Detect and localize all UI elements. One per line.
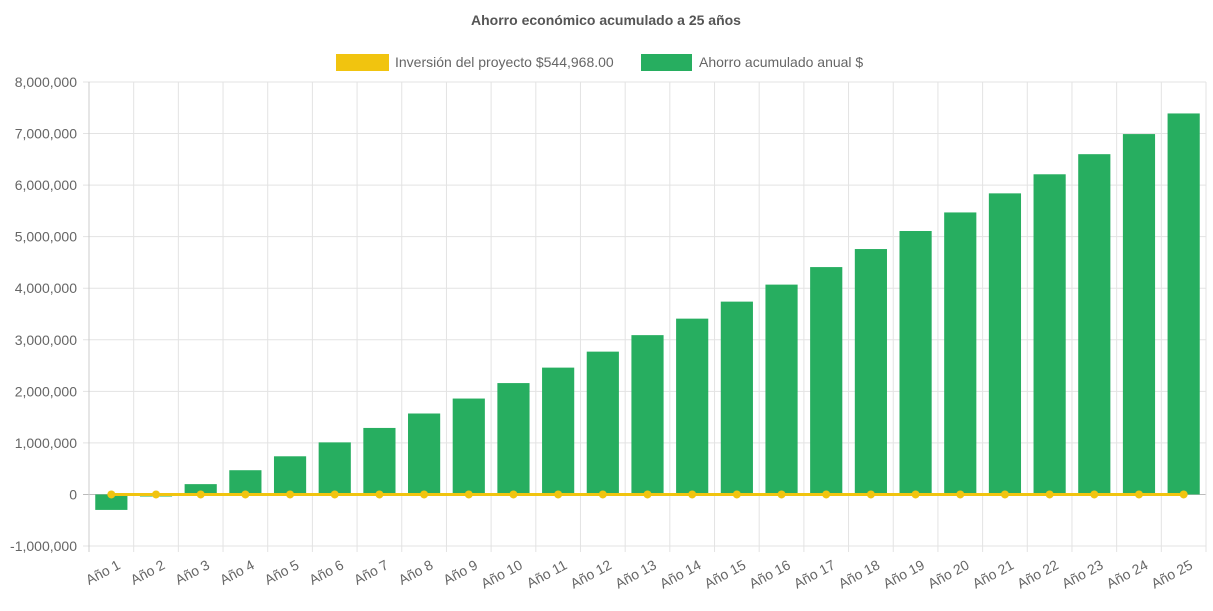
- investment-point-7[interactable]: [375, 490, 384, 499]
- x-tick-label: Año 15: [702, 556, 749, 591]
- bar-ahorro-1[interactable]: [95, 494, 128, 510]
- investment-point-17[interactable]: [822, 490, 831, 499]
- investment-point-8[interactable]: [420, 490, 429, 499]
- y-tick-label: 8,000,000: [15, 74, 77, 90]
- x-tick-label: Año 24: [1104, 556, 1151, 591]
- x-tick-label: Año 11: [524, 556, 570, 591]
- investment-point-15[interactable]: [732, 490, 741, 499]
- investment-point-20[interactable]: [956, 490, 965, 499]
- x-tick-label: Año 25: [1148, 556, 1195, 591]
- bar-ahorro-4[interactable]: [229, 470, 262, 495]
- legend-swatch-savings: [641, 54, 692, 71]
- x-tick-label: Año 8: [396, 556, 436, 587]
- investment-point-11[interactable]: [554, 490, 563, 499]
- bar-ahorro-8[interactable]: [408, 413, 441, 495]
- legend-label-investment: Inversión del proyecto $544,968.00: [395, 54, 614, 70]
- investment-point-22[interactable]: [1045, 490, 1054, 499]
- bar-ahorro-6[interactable]: [318, 442, 351, 495]
- x-tick-label: Año 20: [925, 556, 972, 591]
- bar-ahorro-21[interactable]: [988, 193, 1022, 495]
- bar-ahorro-15[interactable]: [720, 301, 753, 495]
- investment-point-4[interactable]: [241, 490, 250, 499]
- x-tick-label: Año 17: [791, 556, 838, 591]
- bar-ahorro-13[interactable]: [631, 335, 664, 495]
- bar-ahorro-12[interactable]: [586, 351, 619, 495]
- x-tick-label: Año 9: [440, 556, 480, 587]
- x-tick-label: Año 12: [568, 556, 615, 591]
- bar-ahorro-16[interactable]: [765, 284, 798, 495]
- x-tick-label: Año 10: [478, 556, 525, 591]
- bar-ahorro-10[interactable]: [497, 383, 530, 495]
- x-tick-label: Año 3: [172, 556, 212, 587]
- bar-ahorro-9[interactable]: [452, 398, 485, 495]
- x-tick-label: Año 7: [351, 556, 391, 587]
- x-tick-label: Año 19: [880, 556, 927, 591]
- x-tick-label: Año 2: [128, 556, 168, 587]
- y-tick-label: 4,000,000: [15, 280, 77, 296]
- legend-item-investment[interactable]: Inversión del proyecto $544,968.00: [336, 54, 614, 71]
- bar-ahorro-5[interactable]: [273, 456, 307, 495]
- bar-ahorro-11[interactable]: [542, 367, 575, 495]
- bar-ahorro-14[interactable]: [676, 318, 709, 495]
- investment-point-18[interactable]: [866, 490, 875, 499]
- investment-point-24[interactable]: [1134, 490, 1143, 499]
- y-tick-label: 2,000,000: [15, 383, 77, 399]
- bar-ahorro-25[interactable]: [1167, 113, 1200, 495]
- y-tick-label: 1,000,000: [15, 435, 77, 451]
- bar-ahorro-22[interactable]: [1033, 174, 1066, 495]
- x-tick-label: Año 22: [1014, 556, 1061, 591]
- bar-ahorro-18[interactable]: [854, 249, 887, 495]
- y-tick-label: 0: [69, 486, 77, 502]
- investment-point-21[interactable]: [1000, 490, 1009, 499]
- x-tick-label: Año 4: [217, 556, 257, 587]
- bar-ahorro-23[interactable]: [1078, 154, 1111, 495]
- bar-ahorro-3[interactable]: [184, 484, 217, 495]
- investment-point-14[interactable]: [688, 490, 697, 499]
- bars: [95, 113, 1200, 510]
- x-tick-label: Año 14: [657, 556, 704, 591]
- x-axis-ticks: Año 1 Año 2 Año 3 Año 4 Año 5 Año 6 Año 7 Año 8…: [83, 556, 1195, 591]
- investment-point-12[interactable]: [598, 490, 607, 499]
- x-tick-label: Año 6: [306, 556, 346, 587]
- legend-label-savings: Ahorro acumulado anual $: [699, 54, 863, 70]
- x-tick-label: Año 13: [612, 556, 659, 591]
- x-tick-label: Año 23: [1059, 556, 1106, 591]
- x-tick-label: Año 1: [83, 556, 123, 587]
- x-tick-label: Año 18: [836, 556, 883, 591]
- x-tick-label: Año 5: [262, 556, 302, 587]
- chart-title: Ahorro económico acumulado a 25 años: [471, 12, 741, 28]
- investment-point-19[interactable]: [911, 490, 920, 499]
- investment-point-3[interactable]: [196, 490, 205, 499]
- legend: Inversión del proyecto $544,968.00 Ahorr…: [336, 54, 863, 71]
- investment-point-16[interactable]: [777, 490, 786, 499]
- x-tick-label: Año 21: [970, 556, 1017, 591]
- investment-point-25[interactable]: [1179, 490, 1188, 499]
- investment-point-6[interactable]: [330, 490, 339, 499]
- bar-ahorro-24[interactable]: [1122, 134, 1156, 495]
- bar-ahorro-20[interactable]: [944, 212, 977, 495]
- x-tick-label: Año 16: [746, 556, 793, 591]
- investment-point-2[interactable]: [152, 490, 161, 499]
- investment-point-1[interactable]: [107, 490, 116, 499]
- investment-point-5[interactable]: [286, 490, 295, 499]
- grid: [83, 81, 1207, 552]
- y-tick-label: 5,000,000: [15, 229, 77, 245]
- legend-item-savings[interactable]: Ahorro acumulado anual $: [641, 54, 863, 71]
- y-axis-ticks: 8,000,000 7,000,000 6,000,000 5,000,000 4,00…: [10, 74, 77, 554]
- y-tick-label: 7,000,000: [15, 126, 77, 142]
- investment-point-9[interactable]: [464, 490, 473, 499]
- investment-line: [107, 490, 1188, 499]
- legend-swatch-investment: [336, 54, 389, 71]
- bar-ahorro-7[interactable]: [363, 427, 396, 495]
- y-tick-label: 6,000,000: [15, 177, 77, 193]
- bar-ahorro-19[interactable]: [899, 230, 932, 495]
- investment-point-10[interactable]: [509, 490, 518, 499]
- y-tick-label: 3,000,000: [15, 332, 77, 348]
- investment-point-23[interactable]: [1090, 490, 1099, 499]
- y-tick-label: -1,000,000: [10, 538, 77, 554]
- bar-ahorro-17[interactable]: [810, 267, 843, 495]
- investment-point-13[interactable]: [643, 490, 652, 499]
